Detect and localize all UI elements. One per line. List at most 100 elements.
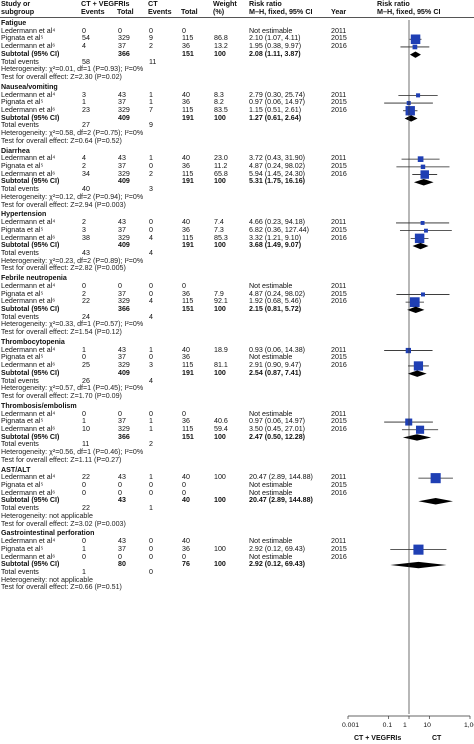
study-row-year: 2015 — [331, 353, 347, 362]
study-row-study: Pignata et al⁵ — [1, 162, 44, 170]
total-events-row-label: Total events — [1, 312, 39, 321]
study-row-rr: 4.87 (0.24, 98.02) — [249, 162, 306, 170]
subtotal-row-w: 100 — [214, 49, 226, 58]
study-row-rr: 4.87 (0.24, 98.02) — [249, 289, 306, 298]
heterogeneity-text: Heterogeneity: χ²=0.33, df=1 (P=0.57); I… — [1, 320, 144, 329]
overall-effect-text: Test for overall effect: Z=1.70 (P=0.09) — [1, 391, 122, 400]
study-marker — [405, 347, 412, 354]
study-row-e2: 0 — [149, 281, 153, 290]
total-events-row-e1: 1 — [82, 567, 86, 576]
header-study: Study or — [1, 0, 31, 8]
study-row-e2: 0 — [149, 225, 153, 234]
study-row-study: Pignata et al⁵ — [1, 544, 44, 553]
study-row-year: 2016 — [331, 233, 347, 242]
subtotal-row-w: 100 — [214, 113, 226, 122]
study-row-w: 13.2 — [214, 42, 228, 51]
study-row-e1: 0 — [82, 481, 86, 489]
study-row-study: Pignata et al⁵ — [1, 417, 44, 426]
subtotal-row-label: Subtotal (95% CI) — [1, 368, 60, 377]
study-marker — [413, 361, 424, 371]
subtotal-diamond — [412, 242, 429, 250]
study-row-w: 18.9 — [214, 345, 228, 354]
study-row-rr: 1.92 (0.68, 5.46) — [249, 297, 302, 306]
study-row-t2: 115 — [182, 424, 194, 433]
study-row-e2: 2 — [149, 169, 153, 178]
study-row-rr: Not estimable — [249, 353, 293, 362]
total-events-row: Total events 58 11 — [0, 57, 474, 67]
study-row-w: 81.1 — [214, 361, 228, 370]
study-row-t1: 43 — [118, 345, 126, 354]
total-events-row-label: Total events — [1, 376, 39, 385]
study-row-w: 23.0 — [214, 154, 228, 163]
study-row-e2: 0 — [149, 26, 153, 35]
study-row-year: 2016 — [331, 42, 347, 51]
study-row-year: 2016 — [331, 552, 347, 561]
heterogeneity-text: Heterogeneity: χ²=0.57, df=1 (P=0.45); I… — [1, 384, 144, 393]
study-row-e2: 1 — [149, 98, 153, 107]
subtotal-row-rr: 2.92 (0.12, 69.43) — [249, 560, 306, 569]
study-row-e2: 1 — [149, 473, 153, 482]
group-title: Nausea/vomiting — [0, 82, 474, 92]
group-title: Thrombosis/embolism — [0, 401, 474, 411]
heterogeneity: Heterogeneity: χ²=0.01, df=1 (P=0.93); I… — [0, 65, 474, 74]
group-title-text: Thrombosis/embolism — [1, 401, 77, 410]
subtotal-row-label: Subtotal (95% CI) — [1, 113, 60, 122]
heterogeneity: Heterogeneity: χ²=0.58, df=2 (P=0.75); I… — [0, 129, 474, 138]
study-row-rr: 3.32 (1.21, 9.10) — [249, 233, 302, 242]
study-row-study: Pignata et al⁵ — [1, 289, 44, 298]
study-row-year: 2016 — [331, 169, 347, 178]
subtotal-row-w: 100 — [214, 177, 226, 186]
study-row-t1: 43 — [118, 154, 126, 163]
subtotal-row-t1: 43 — [118, 496, 126, 505]
total-events-row-label: Total events — [1, 248, 39, 257]
study-row-t1: 329 — [118, 424, 130, 433]
overall-effect: Test for overall effect: Z=1.54 (P=0.12) — [0, 328, 474, 337]
subtotal-diamond — [413, 179, 434, 186]
subtotal-row-rr: 5.31 (1.75, 16.16) — [249, 177, 306, 186]
study-row-t1: 37 — [118, 417, 126, 426]
study-row-year: 2015 — [331, 225, 347, 234]
study-row-year: 2011 — [331, 281, 347, 290]
subtotal-row-label: Subtotal (95% CI) — [1, 241, 60, 250]
total-events-row-e1: 11 — [82, 440, 90, 449]
study-row-year: 2011 — [331, 26, 347, 35]
study-row-year: 2015 — [331, 417, 347, 426]
total-events-row-label: Total events — [1, 57, 39, 66]
study-row: Pignata et al⁵ 3 37 0 36 7.3 6.82 (0.36, 127.4… — [0, 225, 474, 235]
study-row: Pignata et al⁵ 54 329 9 115 86.8 2.10 (1.07, 4… — [0, 35, 474, 43]
study-row-t1: 0 — [118, 552, 122, 561]
study-row-e2: 0 — [149, 409, 153, 418]
heterogeneity-text: Heterogeneity: χ²=0.01, df=1 (P=0.93); I… — [1, 65, 144, 74]
heterogeneity-text: Heterogeneity: χ²=0.23, df=2 (P=0.89); I… — [1, 256, 144, 265]
study-row: Pignata et al⁵ 0 0 0 0 Not estimable 2015 — [0, 481, 474, 490]
study-row-t1: 37 — [118, 353, 126, 362]
study-row-study: Ledermann et al⁶ — [1, 233, 56, 242]
study-row-study: Ledermann et al⁴ — [1, 90, 56, 99]
study-row-study: Ledermann et al⁴ — [1, 218, 56, 227]
subtotal-diamond — [404, 115, 418, 122]
study-row-rr: 2.91 (0.90, 9.47) — [249, 361, 302, 370]
study-row-t1: 0 — [118, 281, 122, 290]
subtotal-row-t2: 40 — [182, 496, 190, 505]
study-row-e1: 0 — [82, 281, 86, 290]
group-title: Thrombocytopenia — [0, 338, 474, 347]
study-row: Pignata et al⁵ 2 37 0 36 11.2 4.87 (0.24, 98.0… — [0, 162, 474, 171]
subtotal-row-t2: 191 — [182, 113, 194, 122]
subtotal-row-w: 100 — [214, 496, 226, 505]
study-marker — [420, 170, 429, 179]
header-rr: Risk ratio — [249, 0, 282, 8]
group-title-text: Nausea/vomiting — [1, 82, 58, 91]
heterogeneity: Heterogeneity: χ²=0.23, df=2 (P=0.89); I… — [0, 256, 474, 266]
study-row: Ledermann et al⁴ 1 43 1 40 18.9 0.93 (0.06, 14… — [0, 345, 474, 355]
study-row-w: 92.1 — [214, 297, 228, 306]
header-weight: Weight — [213, 0, 237, 8]
study-row: Ledermann et al⁴ 0 0 0 0 Not estimable 2011 — [0, 409, 474, 419]
study-row-study: Pignata et al⁵ — [1, 98, 44, 107]
subtotal-row-rr: 2.15 (0.81, 5.72) — [249, 305, 302, 313]
study-row-t1: 37 — [118, 225, 126, 234]
subtotal-diamond — [402, 434, 432, 441]
study-row: Pignata et al⁵ 1 37 1 36 8.2 0.97 (0.06, 14.97… — [0, 98, 474, 107]
subtotal-row-t2: 151 — [182, 49, 194, 58]
study-row: Ledermann et al⁶ 22 329 4 115 92.1 1.92 (0.68,… — [0, 298, 474, 306]
study-row-w: 8.2 — [214, 98, 224, 107]
